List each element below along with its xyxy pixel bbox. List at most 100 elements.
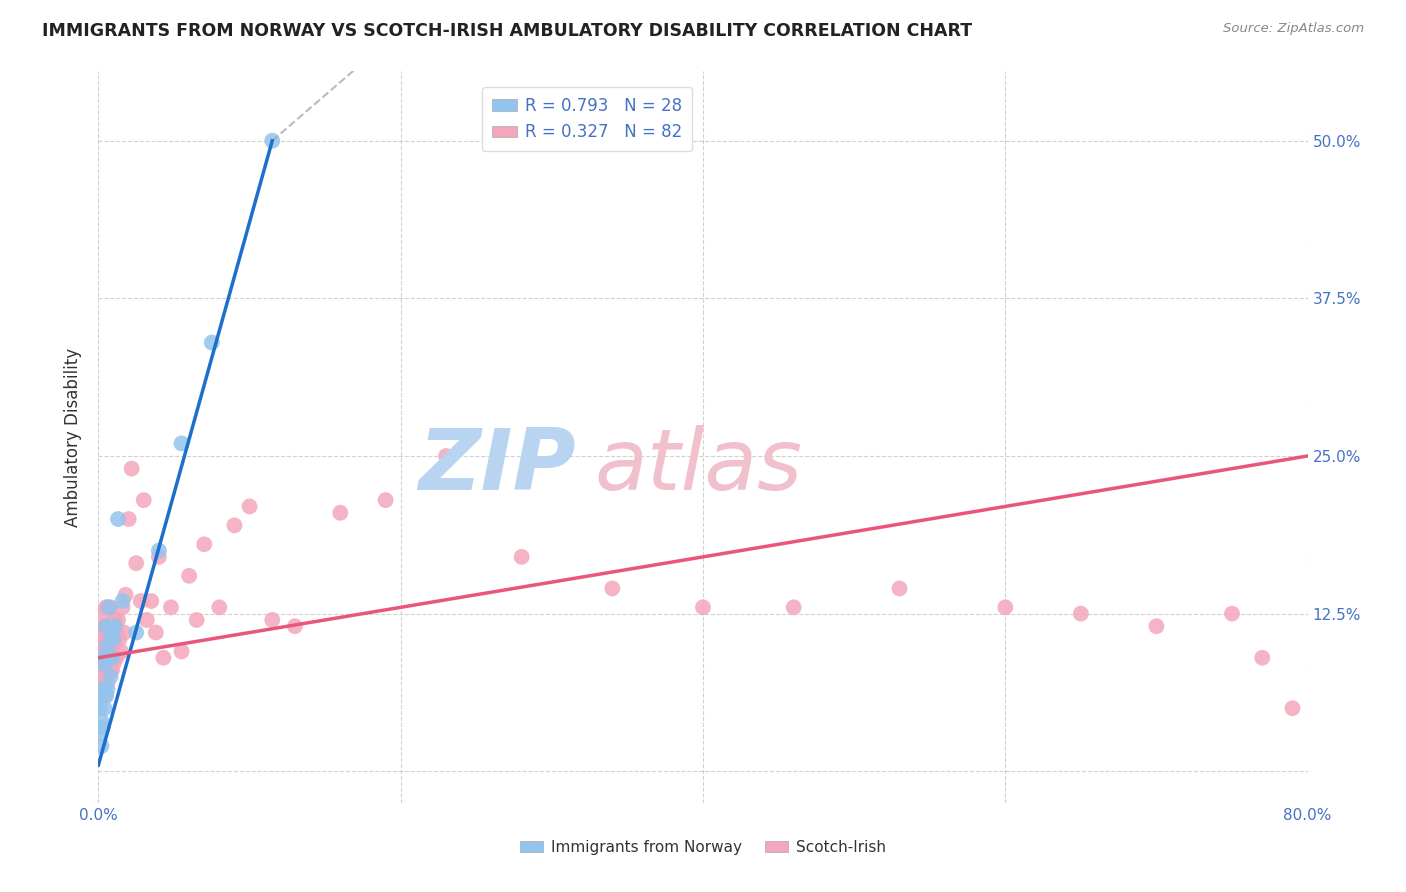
Point — [107, 613, 129, 627]
Point — [94, 632, 117, 646]
Point — [100, 670, 122, 684]
Point — [602, 582, 624, 596]
Point — [101, 638, 124, 652]
Point — [96, 600, 118, 615]
Point — [129, 594, 152, 608]
Point — [104, 619, 127, 633]
Legend: Immigrants from Norway, Scotch-Irish: Immigrants from Norway, Scotch-Irish — [515, 834, 891, 861]
Point — [90, 650, 112, 665]
Point — [101, 619, 124, 633]
Point — [329, 506, 352, 520]
Point — [170, 436, 193, 450]
Point — [1144, 619, 1167, 633]
Point — [90, 689, 112, 703]
Point — [105, 650, 128, 665]
Point — [89, 701, 111, 715]
Point — [262, 613, 284, 627]
Point — [193, 537, 215, 551]
Point — [94, 689, 117, 703]
Point — [132, 493, 155, 508]
Point — [170, 644, 193, 658]
Point — [208, 600, 231, 615]
Point — [510, 549, 533, 564]
Point — [91, 650, 114, 665]
Point — [148, 549, 170, 564]
Point — [1070, 607, 1092, 621]
Point — [783, 600, 806, 615]
Point — [994, 600, 1017, 615]
Y-axis label: Ambulatory Disability: Ambulatory Disability — [65, 348, 83, 526]
Point — [179, 569, 201, 583]
Point — [94, 600, 117, 615]
Point — [96, 638, 118, 652]
Point — [94, 650, 117, 665]
Text: IMMIGRANTS FROM NORWAY VS SCOTCH-IRISH AMBULATORY DISABILITY CORRELATION CHART: IMMIGRANTS FROM NORWAY VS SCOTCH-IRISH A… — [42, 22, 973, 40]
Point — [692, 600, 714, 615]
Point — [91, 676, 114, 690]
Point — [125, 556, 148, 570]
Point — [89, 638, 111, 652]
Point — [135, 613, 157, 627]
Point — [125, 625, 148, 640]
Point — [98, 664, 121, 678]
Point — [91, 619, 114, 633]
Point — [89, 726, 111, 740]
Point — [94, 664, 117, 678]
Point — [98, 600, 121, 615]
Point — [89, 664, 111, 678]
Point — [104, 613, 127, 627]
Point — [186, 613, 208, 627]
Point — [94, 689, 117, 703]
Point — [93, 607, 115, 621]
Point — [93, 676, 115, 690]
Point — [107, 512, 129, 526]
Point — [374, 493, 396, 508]
Point — [112, 625, 135, 640]
Point — [239, 500, 262, 514]
Point — [101, 650, 124, 665]
Point — [91, 657, 114, 671]
Point — [1251, 650, 1274, 665]
Point — [96, 650, 118, 665]
Point — [201, 335, 224, 350]
Point — [100, 625, 122, 640]
Point — [91, 638, 114, 652]
Point — [93, 650, 115, 665]
Point — [100, 644, 122, 658]
Point — [889, 582, 911, 596]
Point — [104, 632, 127, 646]
Point — [90, 625, 112, 640]
Point — [160, 600, 183, 615]
Point — [1220, 607, 1243, 621]
Point — [100, 600, 122, 615]
Point — [90, 689, 112, 703]
Point — [104, 650, 127, 665]
Point — [103, 657, 125, 671]
Point — [101, 664, 124, 678]
Point — [96, 676, 118, 690]
Point — [100, 664, 122, 678]
Point — [103, 638, 125, 652]
Point — [100, 625, 122, 640]
Point — [141, 594, 163, 608]
Point — [108, 632, 131, 646]
Text: atlas: atlas — [595, 425, 803, 508]
Point — [90, 714, 112, 728]
Point — [93, 625, 115, 640]
Point — [111, 600, 134, 615]
Point — [148, 543, 170, 558]
Point — [98, 619, 121, 633]
Point — [103, 632, 125, 646]
Point — [94, 619, 117, 633]
Text: Source: ZipAtlas.com: Source: ZipAtlas.com — [1223, 22, 1364, 36]
Point — [145, 625, 167, 640]
Point — [121, 461, 143, 475]
Point — [1281, 701, 1303, 715]
Point — [152, 650, 174, 665]
Point — [93, 657, 115, 671]
Point — [91, 682, 114, 697]
Point — [96, 638, 118, 652]
Point — [110, 644, 132, 658]
Point — [94, 619, 117, 633]
Point — [93, 701, 115, 715]
